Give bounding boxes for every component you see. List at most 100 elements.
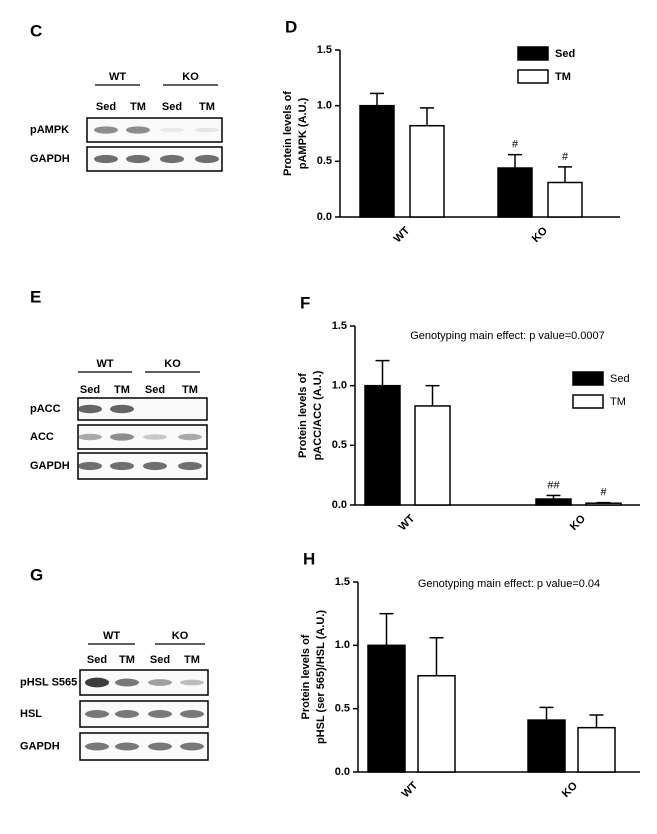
panel-letter: F xyxy=(300,293,310,312)
legend-swatch xyxy=(517,46,549,61)
legend-swatch xyxy=(572,371,604,386)
bar xyxy=(414,405,451,506)
blot-band xyxy=(195,154,219,164)
note: Genotyping main effect: p value=0.04 xyxy=(418,578,600,590)
row-label: GAPDH xyxy=(30,153,70,165)
blot-band xyxy=(110,461,134,471)
y-tick-label: 1.5 xyxy=(317,44,332,56)
blot-band xyxy=(126,154,150,164)
legend-label: TM xyxy=(610,396,626,408)
bar xyxy=(585,502,622,506)
x-tick-label: KO xyxy=(560,780,580,800)
group-label: WT xyxy=(103,630,120,642)
blot-band xyxy=(85,742,109,751)
lane-label: TM xyxy=(119,654,135,666)
y-tick-label: 1.0 xyxy=(332,380,347,392)
bar xyxy=(577,726,616,773)
blot-band xyxy=(160,127,184,133)
lane-label: Sed xyxy=(80,384,100,396)
legend-label: Sed xyxy=(555,48,575,60)
bar xyxy=(497,167,533,218)
group-label: WT xyxy=(109,71,126,83)
blot-band xyxy=(160,154,184,164)
blot-band xyxy=(195,127,219,133)
blot-band xyxy=(94,154,118,164)
panel-letter: C xyxy=(30,21,42,40)
row-label: GAPDH xyxy=(20,740,60,752)
bar xyxy=(367,644,406,773)
blot-band xyxy=(78,404,102,414)
blot-band xyxy=(178,461,202,471)
row-label: pACC xyxy=(30,403,61,415)
lane-label: TM xyxy=(199,101,215,113)
blot-band xyxy=(178,433,202,441)
blot-band xyxy=(110,404,134,414)
y-tick-label: 0.0 xyxy=(335,766,350,778)
annotation: ## xyxy=(547,479,560,491)
blot-band xyxy=(180,679,204,686)
legend-label: TM xyxy=(555,71,571,83)
x-tick-label: WT xyxy=(392,224,413,245)
row-label: pHSL S565 xyxy=(20,676,77,688)
annotation: # xyxy=(600,487,607,499)
panel-letter: E xyxy=(30,287,41,306)
y-axis-label: pHSL (ser 565)/HSL (A.U.) xyxy=(315,610,327,744)
y-tick-label: 0.0 xyxy=(317,211,332,223)
panel-letter: H xyxy=(303,549,315,568)
blot-band xyxy=(148,710,172,718)
row-label: HSL xyxy=(20,708,42,720)
x-tick-label: KO xyxy=(568,513,588,533)
y-axis-label: Protein levels of xyxy=(297,373,309,458)
x-tick-label: WT xyxy=(400,779,421,800)
blot-band xyxy=(180,742,204,751)
blot-band xyxy=(85,710,109,718)
annotation: # xyxy=(562,151,569,163)
bar xyxy=(527,719,566,773)
y-tick-label: 0.5 xyxy=(332,439,347,451)
blot-band xyxy=(78,461,102,471)
lane-label: TM xyxy=(182,384,198,396)
blot-band xyxy=(148,679,172,686)
y-axis-label: pAMPK (A.U.) xyxy=(297,97,309,169)
row-label: pAMPK xyxy=(30,124,69,136)
y-tick-label: 0.5 xyxy=(335,703,350,715)
bar xyxy=(359,104,395,218)
blot-band xyxy=(115,678,139,687)
y-tick-label: 1.5 xyxy=(332,320,347,332)
annotation: # xyxy=(512,139,519,151)
y-tick-label: 0.0 xyxy=(332,499,347,511)
blot-band xyxy=(143,434,167,440)
blot-band xyxy=(94,126,118,134)
y-axis-label: Protein levels of xyxy=(282,91,294,176)
legend-swatch xyxy=(572,394,604,409)
legend-swatch xyxy=(517,69,549,84)
y-tick-label: 0.5 xyxy=(317,155,332,167)
note: Genotyping main effect: p value=0.0007 xyxy=(410,330,605,342)
group-label: WT xyxy=(96,358,113,370)
lane-label: Sed xyxy=(87,654,107,666)
panel-letter: G xyxy=(30,565,43,584)
y-tick-label: 1.5 xyxy=(335,576,350,588)
blot-band xyxy=(78,433,102,441)
lane-label: Sed xyxy=(145,384,165,396)
y-axis-label: pACC/ACC (A.U.) xyxy=(312,370,324,460)
lane-label: Sed xyxy=(162,101,182,113)
blot-band xyxy=(115,742,139,751)
bar xyxy=(409,124,445,218)
y-axis-label: Protein levels of xyxy=(300,634,312,719)
blot-box xyxy=(77,424,208,450)
blot-band xyxy=(148,742,172,751)
bar xyxy=(535,498,572,506)
lane-label: TM xyxy=(114,384,130,396)
bar xyxy=(547,181,583,218)
bar xyxy=(364,384,401,506)
legend-label: Sed xyxy=(610,373,630,385)
bar xyxy=(417,674,456,773)
lane-label: Sed xyxy=(96,101,116,113)
panel-letter: D xyxy=(285,17,297,36)
blot-band xyxy=(143,461,167,471)
blot-band xyxy=(115,710,139,718)
x-tick-label: WT xyxy=(397,512,418,533)
row-label: ACC xyxy=(30,431,54,443)
